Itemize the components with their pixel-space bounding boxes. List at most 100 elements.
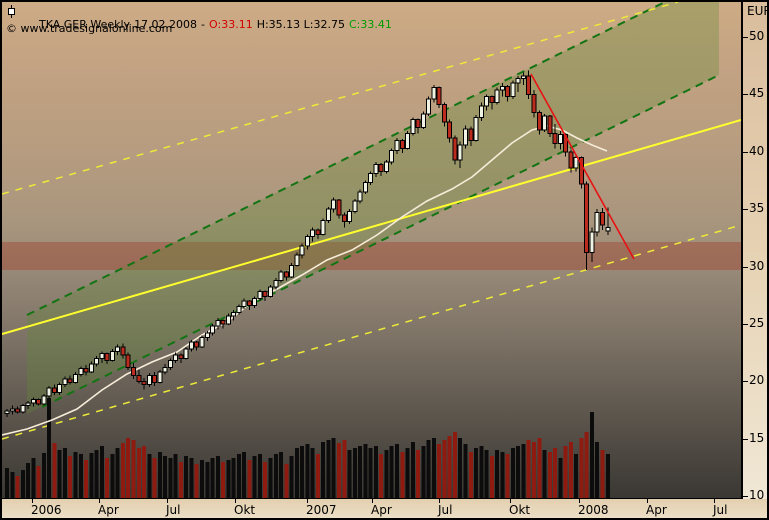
candle-body [262,291,268,297]
price-axis-label: 20 [749,373,765,388]
volume-bar [41,453,46,498]
volume-bar [479,446,484,498]
candle-body [389,150,395,163]
candle-body [125,354,131,368]
candle-body [584,183,590,254]
volume-bar [36,466,41,498]
candlestick-icon [7,5,35,44]
volume-bar [605,454,610,498]
volume-bar [553,448,558,498]
volume-bar [178,462,183,498]
price-axis-tick [743,151,748,153]
candle-body [109,350,115,362]
candle-body [373,163,379,175]
candle-body [394,139,400,152]
candle-body [178,354,184,359]
candle-body [257,291,263,300]
volume-bar [584,432,589,498]
support-zone-band [2,242,741,270]
volume-bar [474,448,479,498]
volume-bar [358,446,363,498]
volume-bar [331,438,336,498]
candle-body [315,229,321,235]
time-axis-tick [647,499,648,503]
volume-bar [405,448,410,498]
candle-body [268,286,273,297]
volume-bar [384,450,389,498]
volume-bar [421,446,426,498]
candle-body [457,144,463,161]
time-axis-label: 2006 [31,503,62,517]
price-axis-tick [743,438,748,440]
volume-bar [189,458,194,498]
volume-bar [558,458,563,498]
candle-body [273,279,279,288]
candle-body [30,399,36,404]
volume-bar [147,454,152,498]
candle-body [468,128,474,141]
price-axis-tick [743,381,748,383]
price-plot-area: TKA GER Weekly 17.02.2008 - O:33.11 H:35… [2,2,743,499]
candle-body [167,360,173,368]
candle-body [383,161,389,172]
candle-body [173,354,179,362]
volume-bar [62,448,67,498]
volume-bar [400,452,405,498]
title-separator: - [201,18,206,31]
candle-body [520,75,526,79]
volume-bar [52,443,57,498]
time-axis[interactable]: 2006 Apr Jul Okt 2007 Apr Jul Okt 2008 Apr Jul [2,499,767,518]
volume-bar [257,454,262,498]
candle-body [362,182,368,193]
candle-body [210,325,216,334]
candle-body [183,348,189,359]
time-axis-tick [439,499,440,503]
candle-body [136,375,142,382]
volume-bar [326,440,331,498]
volume-bar [236,454,241,498]
candle-body [494,89,500,103]
volume-bar [78,454,83,498]
price-axis-label: 45 [749,86,765,101]
volume-bar [442,440,447,498]
candle-body [220,319,226,325]
volume-bar [110,454,115,498]
volume-bar [373,446,378,498]
candle-body [104,353,110,362]
trend-channel-fill [27,2,719,414]
time-axis-label: Jul [438,503,453,517]
candle-body [304,236,310,247]
volume-bar [184,456,189,498]
candle-body [94,357,100,365]
volume-bar [252,456,257,498]
open-quote: O:33.11 [209,18,253,31]
volume-bar [463,444,468,498]
time-axis-label: Jul [713,503,728,517]
candle-body [36,399,42,405]
volume-bar [379,454,384,498]
price-axis-label: 10 [749,488,765,502]
time-axis-tick [579,499,580,503]
candle-body [600,212,606,226]
price-axis-tick [743,266,748,268]
candlestick-chart [2,2,741,498]
price-axis[interactable]: EUR 50 45 40 35 30 25 20 15 10 [743,2,767,502]
volume-bar [289,456,294,498]
candle-body [341,214,347,223]
volume-bar [484,450,489,498]
trend-median-line [2,119,741,335]
volume-bar [226,460,231,498]
candle-body [294,254,300,266]
volume-bar [142,446,147,498]
candle-body [141,380,147,386]
candle-body [552,132,558,145]
candle-body [162,366,168,373]
candle-body [505,85,511,98]
time-axis-label: 2007 [306,503,337,517]
volume-bar [136,448,141,498]
volume-bar [131,440,136,498]
volume-bar [205,462,210,498]
volume-bar [84,460,89,498]
volume-bar [115,448,120,498]
time-axis-tick [167,499,168,503]
